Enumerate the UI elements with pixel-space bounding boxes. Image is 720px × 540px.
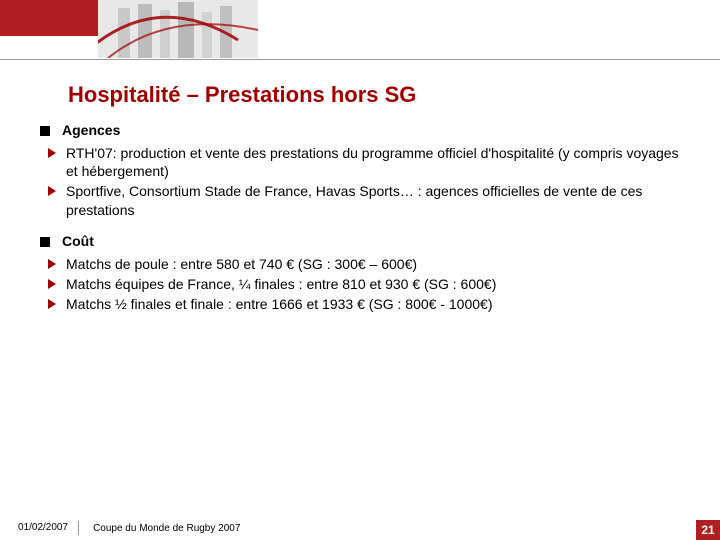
footer-date: 01/02/2007 bbox=[8, 521, 79, 535]
section-cout: Coût Matchs de poule : entre 580 et 740 … bbox=[40, 233, 690, 314]
section-title: Coût bbox=[62, 233, 94, 249]
triangle-bullet-icon bbox=[48, 299, 56, 309]
section-agences: Agences RTH'07: production et vente des … bbox=[40, 122, 690, 219]
triangle-bullet-icon bbox=[48, 259, 56, 269]
slide-title: Hospitalité – Prestations hors SG bbox=[68, 82, 720, 108]
header-band bbox=[0, 0, 720, 60]
square-bullet-icon bbox=[40, 237, 50, 247]
item-text: RTH'07: production et vente des prestati… bbox=[66, 144, 690, 180]
triangle-bullet-icon bbox=[48, 148, 56, 158]
triangle-bullet-icon bbox=[48, 279, 56, 289]
list-item: RTH'07: production et vente des prestati… bbox=[48, 144, 690, 180]
item-text: Sportfive, Consortium Stade de France, H… bbox=[66, 182, 690, 218]
section-title: Agences bbox=[62, 122, 120, 138]
triangle-bullet-icon bbox=[48, 186, 56, 196]
brand-red-block bbox=[0, 0, 98, 36]
square-bullet-icon bbox=[40, 126, 50, 136]
item-text: Matchs de poule : entre 580 et 740 € (SG… bbox=[66, 255, 417, 273]
content-area: Agences RTH'07: production et vente des … bbox=[40, 122, 690, 313]
list-item: Matchs de poule : entre 580 et 740 € (SG… bbox=[48, 255, 690, 273]
item-text: Matchs ½ finales et finale : entre 1666 … bbox=[66, 295, 493, 313]
section-head: Coût bbox=[40, 233, 690, 249]
page-number: 21 bbox=[696, 520, 720, 540]
list-item: Matchs ½ finales et finale : entre 1666 … bbox=[48, 295, 690, 313]
section-head: Agences bbox=[40, 122, 690, 138]
item-text: Matchs équipes de France, ¼ finales : en… bbox=[66, 275, 496, 293]
list-item: Matchs équipes de France, ¼ finales : en… bbox=[48, 275, 690, 293]
header-art bbox=[98, 0, 258, 58]
list-item: Sportfive, Consortium Stade de France, H… bbox=[48, 182, 690, 218]
footer: 01/02/2007 Coupe du Monde de Rugby 2007 … bbox=[0, 516, 720, 540]
footer-title: Coupe du Monde de Rugby 2007 bbox=[79, 523, 240, 534]
